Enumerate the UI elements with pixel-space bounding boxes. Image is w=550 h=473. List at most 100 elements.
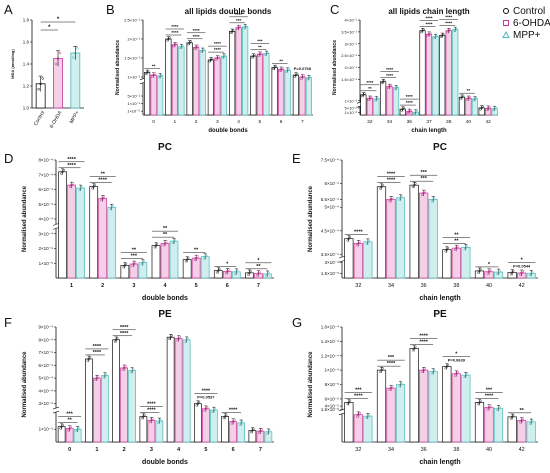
data-point	[115, 338, 118, 341]
significance-mark: ****	[419, 340, 428, 346]
significance-mark: **	[163, 232, 168, 238]
bar	[425, 33, 433, 116]
data-point	[37, 87, 40, 91]
chart-title: PC	[433, 142, 447, 153]
bar	[98, 198, 108, 279]
data-point	[205, 405, 209, 409]
bar	[150, 74, 157, 116]
data-point	[421, 370, 424, 373]
data-point	[375, 97, 378, 100]
x-tick-label: 36	[421, 447, 427, 453]
bar	[186, 42, 193, 116]
data-point	[411, 349, 415, 352]
data-point	[512, 414, 515, 417]
y-tick-label: 2×10⁻¹	[345, 65, 358, 70]
data-point	[456, 245, 459, 248]
data-point	[156, 242, 159, 245]
y-tick-label: 4×10⁻⁴	[39, 217, 54, 222]
data-point	[215, 271, 219, 274]
data-point	[308, 74, 312, 78]
data-point	[123, 264, 126, 267]
data-point	[170, 334, 173, 337]
x-tick-label: 42	[519, 447, 525, 453]
data-point	[464, 245, 468, 249]
significance-mark: **	[194, 248, 199, 254]
bar	[242, 26, 249, 116]
data-point	[478, 269, 481, 273]
data-point	[87, 357, 90, 361]
significance-mark: ****	[387, 172, 396, 178]
data-point	[494, 105, 498, 109]
bar	[409, 184, 419, 279]
data-point	[212, 408, 216, 412]
data-point	[367, 238, 371, 242]
y-tick-label: 5×10⁻⁴	[39, 202, 54, 207]
data-point	[243, 25, 247, 28]
bar	[451, 373, 461, 443]
data-point	[409, 108, 412, 112]
data-point	[259, 430, 262, 433]
data-point	[156, 421, 160, 424]
data-point	[379, 370, 382, 373]
significance-mark: ****	[93, 350, 102, 356]
x-tick-label: 40	[466, 119, 472, 125]
x-axis-label: double bonds	[142, 295, 188, 302]
significance-mark: **	[132, 248, 137, 254]
data-point	[278, 69, 282, 72]
bar	[392, 87, 400, 116]
data-point	[357, 413, 360, 416]
bar	[292, 74, 299, 116]
data-point	[240, 419, 244, 423]
data-point	[383, 79, 386, 82]
significance-mark: ****	[445, 21, 452, 26]
data-point	[188, 41, 191, 44]
data-point	[380, 369, 383, 372]
y-tick-label: 1.5×10⁻¹	[124, 56, 140, 61]
data-point	[429, 31, 432, 34]
data-point	[173, 43, 176, 46]
y-tick-label: 4.5×10⁻⁴	[321, 228, 339, 233]
data-point	[520, 271, 523, 275]
significance-mark: ***	[257, 38, 263, 43]
data-point	[142, 415, 145, 418]
y-axis-label: Normalised abundance	[308, 185, 314, 252]
data-point	[266, 272, 269, 275]
data-point	[238, 423, 242, 426]
data-point	[452, 29, 456, 32]
data-point	[151, 75, 154, 78]
y-tick-label: 7×10⁻⁴	[39, 350, 54, 355]
data-point	[423, 367, 426, 370]
y-tick-label: 3.5×10⁻¹	[341, 29, 357, 34]
bar	[526, 421, 536, 443]
axis-break-mark	[52, 410, 60, 414]
data-point	[413, 112, 416, 115]
data-point	[224, 272, 228, 275]
data-point	[426, 34, 429, 37]
data-point	[141, 261, 145, 264]
significance-mark: ****	[193, 28, 200, 33]
data-point	[70, 183, 73, 187]
data-point	[492, 108, 495, 112]
data-point	[166, 39, 169, 42]
data-point	[252, 54, 255, 58]
y-tick-label: 1.6×10⁻⁶	[321, 407, 339, 412]
y-tick-label: 1.0	[23, 106, 30, 111]
x-tick-label: 40	[486, 447, 492, 453]
data-point	[76, 427, 79, 431]
significance-mark: ****	[354, 393, 363, 399]
x-tick-label: 32	[355, 283, 361, 289]
data-point	[498, 405, 502, 408]
x-tick-label: 3	[150, 447, 153, 453]
data-point	[259, 51, 263, 54]
x-tick-label: 34	[388, 447, 394, 453]
data-point	[167, 37, 170, 41]
significance-mark: ****	[229, 407, 238, 413]
significance-mark: ***	[486, 387, 493, 393]
data-point	[468, 95, 471, 99]
data-point	[511, 415, 514, 418]
data-point	[487, 406, 491, 409]
data-point	[356, 244, 359, 247]
x-axis-label: chain length	[411, 128, 447, 134]
data-point	[369, 95, 373, 99]
